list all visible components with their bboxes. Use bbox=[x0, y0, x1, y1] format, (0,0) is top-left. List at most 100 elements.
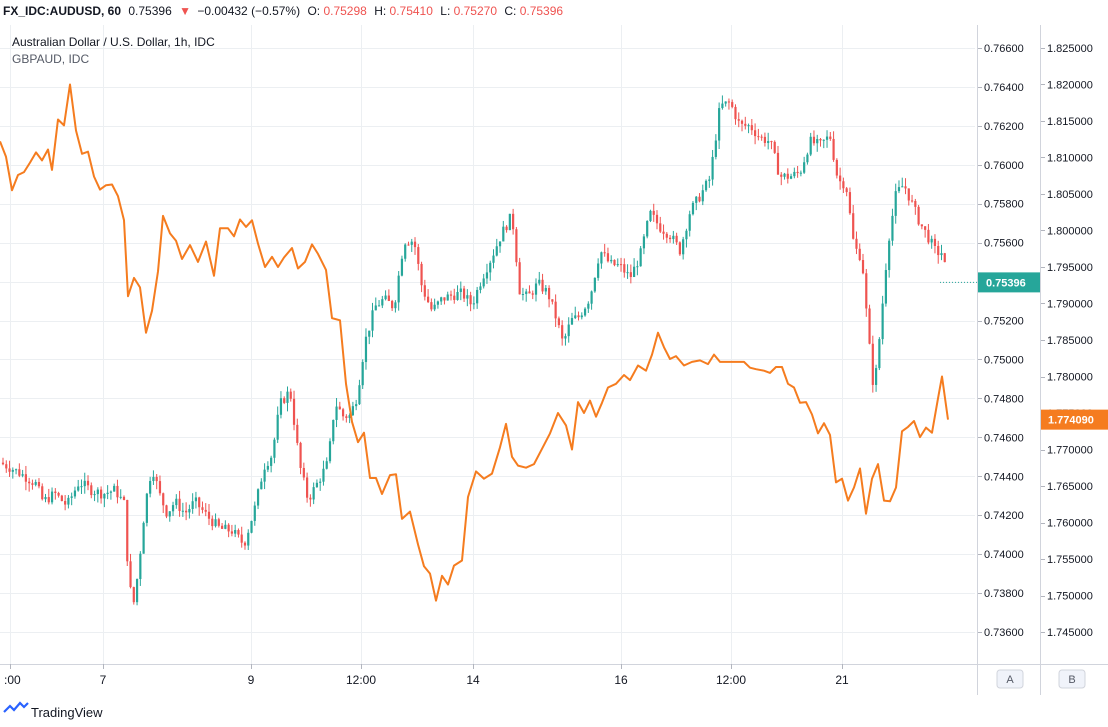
candle-body bbox=[515, 229, 518, 263]
candle-body bbox=[888, 240, 891, 271]
candle bbox=[296, 418, 299, 446]
candle-body bbox=[600, 252, 603, 264]
scale-a-button[interactable]: A bbox=[996, 669, 1024, 689]
candle-body bbox=[129, 561, 132, 588]
candle-body bbox=[374, 305, 377, 311]
last-price-badge bbox=[978, 272, 1040, 293]
candle bbox=[754, 123, 757, 145]
candle-body bbox=[162, 493, 165, 506]
candle-body bbox=[682, 239, 685, 255]
candle bbox=[453, 288, 456, 304]
candle bbox=[479, 282, 482, 294]
candle bbox=[410, 238, 413, 253]
candle bbox=[427, 289, 430, 304]
candle bbox=[283, 396, 286, 405]
compare-price-badge bbox=[1041, 409, 1108, 430]
candle-body bbox=[662, 231, 665, 234]
candle bbox=[567, 317, 570, 343]
candle bbox=[917, 204, 920, 226]
axis-a-tick-label: 0.74800 bbox=[984, 393, 1024, 405]
candle-body bbox=[835, 159, 838, 176]
candle bbox=[888, 238, 891, 278]
candle-body bbox=[18, 469, 21, 476]
candle bbox=[423, 279, 426, 301]
candle-body bbox=[773, 141, 776, 153]
candle-body bbox=[508, 213, 511, 231]
scale-b-button[interactable]: B bbox=[1058, 669, 1086, 689]
scale-b-label: B bbox=[1068, 674, 1075, 686]
candle bbox=[538, 271, 541, 286]
header-c-label: C: bbox=[504, 4, 516, 18]
candle-body bbox=[306, 477, 309, 498]
candle-body bbox=[260, 481, 263, 490]
candle bbox=[413, 237, 417, 255]
candle bbox=[394, 300, 397, 313]
candle-body bbox=[54, 491, 57, 493]
candle bbox=[551, 299, 554, 305]
candle bbox=[60, 494, 63, 502]
candle bbox=[943, 252, 946, 263]
candle-body bbox=[345, 416, 348, 418]
legend-compare[interactable]: GBPAUD, IDC bbox=[12, 52, 89, 66]
candle-body bbox=[178, 498, 181, 511]
candle-body bbox=[616, 264, 619, 266]
candle-body bbox=[456, 291, 459, 300]
candle bbox=[145, 492, 148, 527]
candle-body bbox=[675, 235, 678, 243]
candle bbox=[825, 130, 829, 148]
candle-body bbox=[126, 499, 129, 562]
axis-a-tick-label: 0.75600 bbox=[984, 238, 1024, 250]
candle bbox=[253, 501, 256, 526]
candle bbox=[659, 216, 662, 234]
candle bbox=[90, 482, 93, 499]
tradingview-logo[interactable]: TradingView bbox=[3, 701, 103, 720]
candle bbox=[116, 479, 119, 504]
candle bbox=[338, 401, 341, 410]
candle-body bbox=[44, 497, 47, 500]
candle-body bbox=[289, 391, 292, 399]
candle bbox=[355, 399, 358, 411]
candle bbox=[155, 474, 158, 490]
candle bbox=[256, 488, 260, 510]
time-axis[interactable]: :00 7 9 12:00 14 16 12:00 21 bbox=[4, 664, 849, 687]
candle-body bbox=[757, 136, 760, 138]
candle bbox=[930, 235, 933, 249]
candle-body bbox=[476, 289, 479, 304]
candle-body bbox=[668, 237, 672, 240]
candle bbox=[86, 475, 90, 491]
candle bbox=[626, 264, 629, 279]
legend-main[interactable]: Australian Dollar / U.S. Dollar, 1h, IDC bbox=[12, 35, 215, 49]
candle-body bbox=[8, 468, 11, 472]
candle-body bbox=[106, 492, 109, 494]
candle bbox=[897, 180, 901, 194]
candle-body bbox=[734, 106, 737, 120]
candle-body bbox=[283, 398, 286, 403]
candle bbox=[368, 330, 371, 345]
candle-body bbox=[763, 136, 767, 143]
candle bbox=[852, 204, 855, 240]
candle bbox=[682, 236, 685, 260]
header-change: −0.00432 (−0.57%) bbox=[197, 4, 300, 18]
candle bbox=[793, 167, 796, 179]
candle bbox=[191, 493, 194, 514]
header-last: 0.75396 bbox=[128, 4, 172, 18]
candle-body bbox=[198, 497, 201, 508]
candle-body bbox=[70, 496, 73, 498]
candle-body bbox=[436, 301, 440, 305]
time-axis-tick-label: 7 bbox=[100, 673, 107, 687]
candle-body bbox=[780, 174, 783, 177]
candle bbox=[858, 243, 861, 262]
candle bbox=[358, 379, 361, 406]
candle bbox=[482, 273, 485, 289]
candle bbox=[776, 145, 780, 175]
candle-body bbox=[521, 294, 525, 296]
candle bbox=[341, 407, 345, 421]
candle-body bbox=[299, 442, 302, 468]
candle-body bbox=[920, 224, 923, 227]
candle bbox=[312, 482, 315, 505]
candle-body bbox=[37, 482, 41, 487]
candle-body bbox=[685, 230, 688, 240]
